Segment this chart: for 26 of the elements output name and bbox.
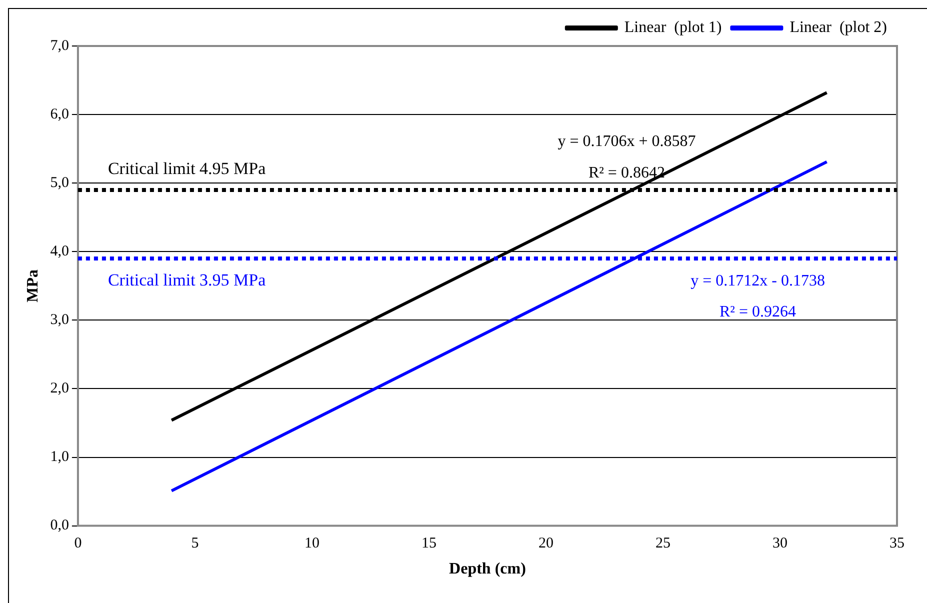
legend-label: Linear (plot 2) xyxy=(790,19,887,36)
x-tick-label: 20 xyxy=(538,536,554,552)
x-tick-label: 5 xyxy=(191,536,199,552)
ref-line-label: Critical limit 4.95 MPa xyxy=(108,158,266,178)
y-tick-label: 7,0 xyxy=(50,38,69,54)
x-tick-label: 15 xyxy=(421,536,436,552)
y-tick-label: 3,0 xyxy=(50,312,69,328)
annotation: y = 0.1706x + 0.8587 xyxy=(558,133,696,150)
x-tick-label: 0 xyxy=(74,536,82,552)
x-axis-title: Depth (cm) xyxy=(449,560,526,578)
annotation: R² = 0.8642 xyxy=(588,164,665,182)
annotation: y = 0.1712x - 0.1738 xyxy=(690,272,825,290)
x-tick-label: 25 xyxy=(655,536,670,552)
legend-label: Linear (plot 1) xyxy=(624,19,722,36)
y-axis-title: MPa xyxy=(24,269,42,302)
x-tick-label: 30 xyxy=(772,536,788,552)
ref-line-label: Critical limit 3.95 MPa xyxy=(108,270,266,290)
y-tick-label: 2,0 xyxy=(50,380,69,397)
y-tick-label: 6,0 xyxy=(50,106,69,122)
annotation: R² = 0.9264 xyxy=(720,303,796,320)
x-tick-label: 10 xyxy=(304,536,320,552)
y-tick-label: 0,0 xyxy=(50,518,69,534)
y-tick-label: 1,0 xyxy=(50,449,69,466)
y-tick-label: 5,0 xyxy=(50,175,69,192)
x-tick-label: 35 xyxy=(890,536,904,552)
y-tick-label: 4,0 xyxy=(50,244,69,260)
